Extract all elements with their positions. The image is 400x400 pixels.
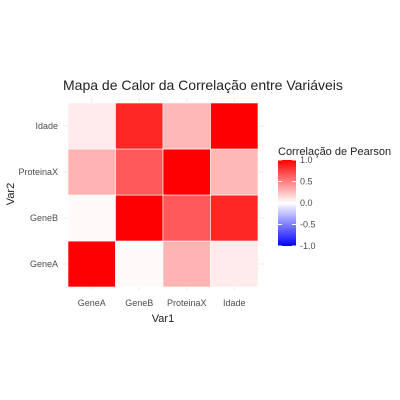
y-tick-label: Idade [35, 121, 58, 131]
x-tick-label: GeneA [78, 298, 106, 308]
x-tick-label: GeneB [125, 298, 153, 308]
color-legend: Correlação de Pearson 1.0 0.5 0.0 -0.5 -1.0 [278, 146, 391, 251]
legend-tick-label: 1.0 [300, 155, 313, 165]
x-tick-label: ProteinaX [167, 298, 207, 308]
x-axis-label: Var1 [152, 313, 174, 325]
heatmap-cell-GeneB-GeneA [115, 240, 164, 288]
heatmap-cell-Idade-GeneA [210, 240, 259, 288]
y-axis-tick-labels: GeneA GeneB ProteinaX Idade [18, 121, 58, 269]
heatmap-cell-GeneB-GeneB [115, 194, 164, 242]
heatmap-cell-ProteinaX-ProteinaX [162, 148, 211, 196]
y-tick-label: GeneB [30, 213, 58, 223]
plot-panel [63, 98, 265, 290]
chart-title: Mapa de Calor da Correlação entre Variáv… [63, 77, 343, 93]
legend-colorbar [278, 160, 296, 246]
heatmap-cell-GeneA-Idade [67, 102, 116, 150]
heatmap-cell-Idade-ProteinaX [210, 148, 259, 196]
heatmap-cell-Idade-GeneB [210, 194, 259, 242]
heatmap-cells [67, 102, 259, 288]
y-axis-label: Var2 [5, 183, 17, 205]
heatmap-cell-GeneA-ProteinaX [67, 148, 116, 196]
heatmap-cell-ProteinaX-Idade [162, 102, 211, 150]
x-tick-label: Idade [223, 298, 246, 308]
heatmap-cell-ProteinaX-GeneA [162, 240, 211, 288]
y-tick-label: GeneA [30, 259, 58, 269]
legend-ticks: 1.0 0.5 0.0 -0.5 -1.0 [278, 155, 316, 251]
y-tick-label: ProteinaX [18, 167, 58, 177]
legend-title: Correlação de Pearson [278, 146, 391, 158]
heatmap-cell-GeneA-GeneA [67, 240, 116, 288]
heatmap-cell-GeneB-ProteinaX [115, 148, 164, 196]
legend-tick-label: -1.0 [300, 241, 316, 251]
heatmap-cell-Idade-Idade [210, 102, 259, 150]
legend-tick-label: 0.0 [300, 198, 313, 208]
heatmap-cell-GeneA-GeneB [67, 194, 116, 242]
heatmap-cell-GeneB-Idade [115, 102, 164, 150]
heatmap-cell-ProteinaX-GeneB [162, 194, 211, 242]
legend-tick-label: -0.5 [300, 220, 316, 230]
x-axis-tick-labels: GeneA GeneB ProteinaX Idade [78, 298, 246, 308]
legend-tick-label: 0.5 [300, 177, 313, 187]
